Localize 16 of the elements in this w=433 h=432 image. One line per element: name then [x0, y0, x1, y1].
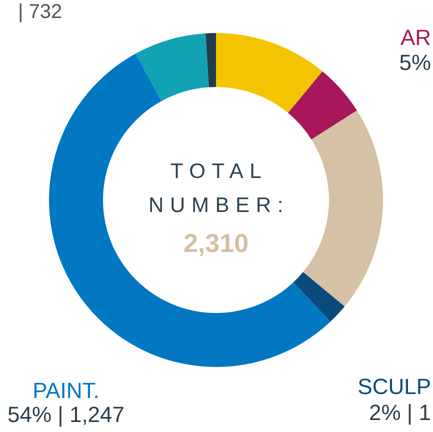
data-label: 5% — [399, 50, 431, 75]
slice-label: PAINT. — [32, 378, 100, 403]
donut-slice — [288, 71, 358, 140]
donut-slice — [303, 110, 383, 306]
donut-slice — [216, 33, 322, 113]
text: 2,310 — [183, 228, 249, 258]
slice-label: AR — [400, 25, 431, 50]
donut-slice — [206, 33, 216, 88]
donut-slice — [49, 54, 330, 367]
data-label: 54% | 1,247 — [7, 402, 125, 427]
text: TOTAL NUMBER: — [148, 160, 290, 217]
text: | 732 — [18, 1, 62, 23]
slice-label: SCULP — [358, 374, 431, 399]
data-label: 2% | 1 — [369, 400, 431, 425]
donut-slice — [293, 272, 345, 322]
donut-slice — [136, 33, 209, 101]
